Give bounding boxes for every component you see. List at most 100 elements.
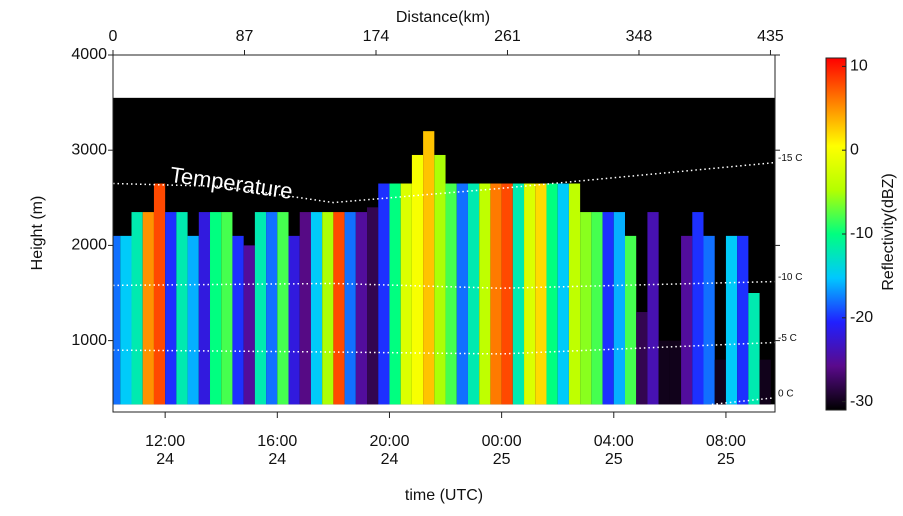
reflectivity-column <box>355 212 368 405</box>
reflectivity-column <box>310 212 323 405</box>
reflectivity-column <box>120 235 132 405</box>
reflectivity-column <box>636 312 648 405</box>
reflectivity-column <box>703 235 715 405</box>
colorbar-tick-label: -10 <box>850 225 873 242</box>
x-tick-day: 25 <box>493 451 511 468</box>
colorbar-title: Reflectivity(dBZ) <box>880 173 897 290</box>
isotherm-line <box>112 161 776 204</box>
reflectivity-column <box>131 212 143 405</box>
reflectivity-column <box>367 207 379 405</box>
colorbar-tick-label: 10 <box>850 58 868 75</box>
plot-area <box>112 97 776 406</box>
reflectivity-column <box>378 183 390 405</box>
reflectivity-column <box>501 183 513 405</box>
reflectivity-column <box>568 183 581 405</box>
reflectivity-column <box>232 235 244 405</box>
x-tick-day: 25 <box>605 451 623 468</box>
x-tick-label: 08:00 <box>706 433 746 450</box>
x-tick-day: 24 <box>268 451 286 468</box>
reflectivity-column <box>299 212 311 405</box>
reflectivity-column <box>389 183 401 405</box>
reflectivity-column <box>467 183 480 405</box>
reflectivity-column <box>602 212 614 405</box>
y-tick-label: 1000 <box>71 332 107 349</box>
reflectivity-column <box>591 212 603 405</box>
reflectivity-column <box>748 293 760 405</box>
x-tick-day: 25 <box>717 451 735 468</box>
isotherm-label: -5 C <box>778 333 797 344</box>
x2-tick-label: 261 <box>494 28 521 45</box>
reflectivity-column <box>344 212 356 405</box>
reflectivity-column <box>142 212 154 405</box>
x2-tick-label: 174 <box>363 28 390 45</box>
reflectivity-column <box>187 235 199 405</box>
x2-axis-title: Distance(km) <box>396 9 490 26</box>
reflectivity-column <box>714 359 726 405</box>
x2-tick-label: 348 <box>626 28 653 45</box>
reflectivity-column <box>681 235 693 405</box>
reflectivity-column <box>176 212 188 405</box>
reflectivity-column <box>411 154 424 405</box>
reflectivity-column <box>322 212 334 405</box>
x-tick-label: 12:00 <box>145 433 185 450</box>
y-tick-label: 2000 <box>71 237 107 254</box>
x2-tick-label: 435 <box>757 28 784 45</box>
colorbar-tick-label: 0 <box>850 141 859 158</box>
reflectivity-column <box>423 131 435 405</box>
reflectivity-column <box>333 212 345 405</box>
reflectivity-column <box>479 183 491 405</box>
y-axis-title: Height (m) <box>29 196 46 271</box>
y-tick-label: 3000 <box>71 141 107 158</box>
x-tick-label: 16:00 <box>257 433 297 450</box>
colorbar-tick-label: -30 <box>850 393 873 410</box>
reflectivity-column <box>113 235 121 405</box>
reflectivity-column <box>725 235 738 405</box>
reflectivity-column <box>557 183 569 405</box>
y-tick-label: 4000 <box>71 46 107 63</box>
x-axis-title: time (UTC) <box>405 487 483 504</box>
plot-frame <box>112 54 776 413</box>
isotherm-label: -15 C <box>778 153 802 164</box>
reflectivity-column <box>266 212 278 405</box>
reflectivity-column <box>512 183 525 405</box>
reflectivity-column <box>624 235 637 405</box>
reflectivity-column <box>580 212 592 405</box>
isotherm-label: -10 C <box>778 272 802 283</box>
reflectivity-column <box>400 183 412 405</box>
reflectivity-column <box>524 183 536 405</box>
reflectivity-column <box>490 183 502 405</box>
reflectivity-column <box>165 212 177 405</box>
reflectivity-column <box>221 212 233 405</box>
x2-tick-label: 87 <box>236 28 254 45</box>
x-tick-label: 20:00 <box>369 433 409 450</box>
x2-tick-label: 0 <box>109 28 118 45</box>
reflectivity-column <box>198 212 211 405</box>
reflectivity-column <box>153 183 166 405</box>
x-tick-day: 24 <box>381 451 399 468</box>
reflectivity-column <box>613 212 625 405</box>
x-tick-label: 00:00 <box>482 433 522 450</box>
reflectivity-column <box>210 212 222 405</box>
reflectivity-column <box>647 212 659 405</box>
isotherm-label: 0 C <box>778 388 794 399</box>
reflectivity-column <box>658 340 670 405</box>
reflectivity-column <box>434 154 446 405</box>
reflectivity-column <box>737 235 749 405</box>
reflectivity-column <box>288 235 300 405</box>
reflectivity-column <box>456 183 468 405</box>
colorbar-tick-label: -20 <box>850 309 873 326</box>
reflectivity-column <box>535 183 547 405</box>
reflectivity-column <box>277 212 289 405</box>
reflectivity-column <box>759 359 771 405</box>
x-tick-day: 24 <box>156 451 174 468</box>
reflectivity-column <box>243 245 255 405</box>
reflectivity-column <box>692 212 704 405</box>
isotherm-line <box>711 396 776 406</box>
x-tick-label: 04:00 <box>594 433 634 450</box>
reflectivity-column <box>445 183 457 405</box>
reflectivity-column <box>254 212 267 405</box>
reflectivity-column <box>546 183 558 405</box>
reflectivity-column <box>669 340 682 405</box>
